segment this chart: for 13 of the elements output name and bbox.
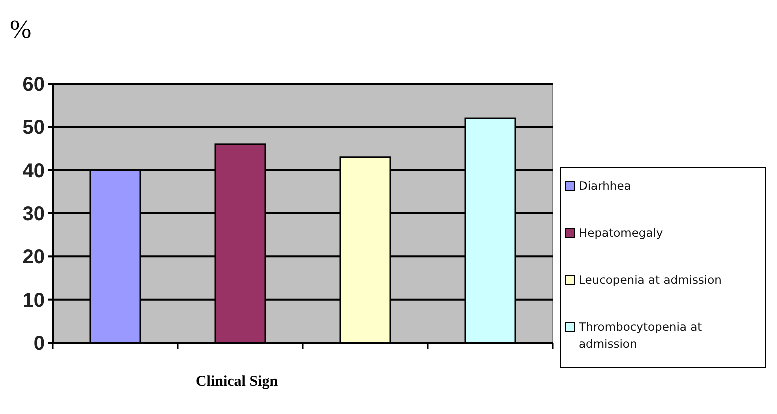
legend-label: Leucopenia at admission bbox=[579, 273, 722, 287]
y-tick-label: 50 bbox=[22, 117, 45, 140]
y-tick-label: 60 bbox=[22, 74, 45, 96]
x-axis-title: Clinical Sign bbox=[196, 374, 279, 390]
y-tick-label: 10 bbox=[22, 290, 45, 312]
y-tick-label: 20 bbox=[22, 246, 45, 269]
y-tick-label: 0 bbox=[34, 333, 45, 355]
y-tick-label: 40 bbox=[22, 160, 45, 182]
legend-label: Hepatomegaly bbox=[579, 226, 664, 240]
legend-label: Thrombocytopenia at admission bbox=[578, 320, 703, 351]
y-axis-title: % bbox=[10, 15, 32, 44]
legend-label: Diarhhea bbox=[579, 179, 632, 193]
y-tick-label: 30 bbox=[22, 204, 45, 226]
